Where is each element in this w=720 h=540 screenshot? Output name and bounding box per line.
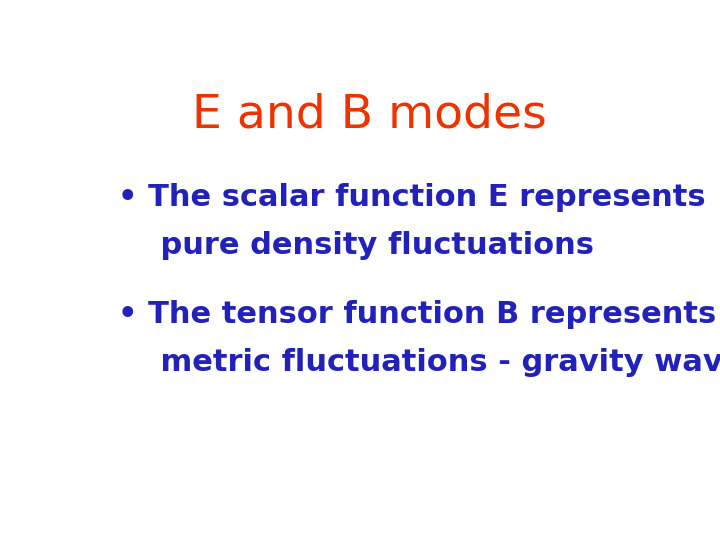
Text: pure density fluctuations: pure density fluctuations [118,231,594,260]
Text: • The scalar function E represents: • The scalar function E represents [118,184,706,212]
Text: metric fluctuations - gravity waves: metric fluctuations - gravity waves [118,348,720,376]
Text: E and B modes: E and B modes [192,92,546,137]
Text: • The tensor function B represents: • The tensor function B represents [118,300,716,329]
